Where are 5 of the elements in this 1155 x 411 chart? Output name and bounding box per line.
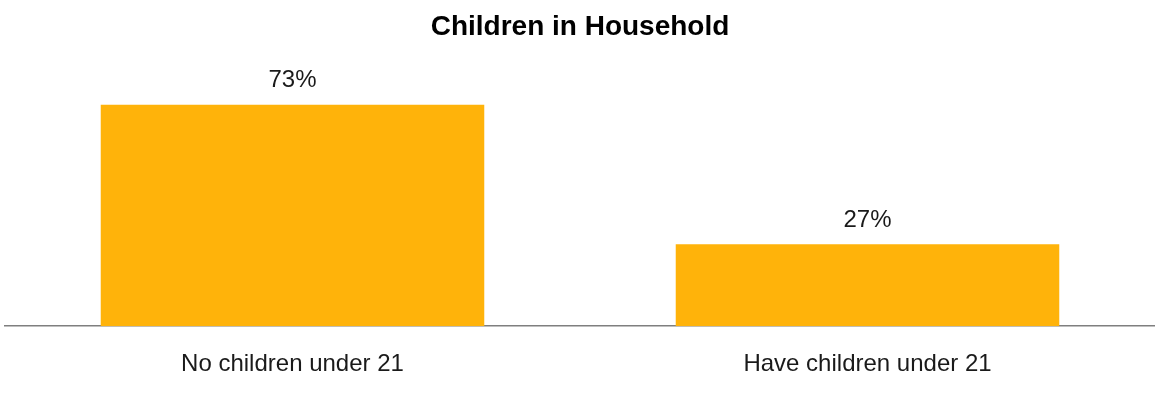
x-tick-label: No children under 21 [181,349,404,377]
chart-title: Children in Household [430,9,730,41]
data-label: 27% [843,204,892,232]
x-tick-label: Have children under 21 [743,349,992,377]
data-label: 73% [268,65,317,93]
